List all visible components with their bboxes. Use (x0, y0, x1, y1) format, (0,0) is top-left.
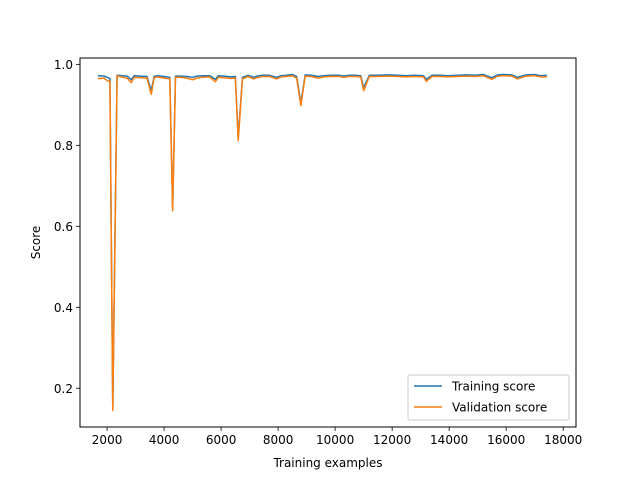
plot-lines (97, 73, 547, 412)
x-tick-label: 10000 (316, 433, 354, 447)
y-tick-label: 0.4 (54, 301, 73, 315)
legend: Training score Validation score (407, 374, 570, 421)
x-tick-label: 14000 (430, 433, 468, 447)
x-tick-label: 18000 (544, 433, 582, 447)
x-tick-label: 4000 (149, 433, 180, 447)
legend-label-training: Training score (451, 380, 535, 394)
y-tick-label: 0.6 (54, 220, 73, 234)
x-axis-label: Training examples (272, 456, 382, 470)
series-line-training (97, 73, 547, 410)
legend-label-validation: Validation score (452, 401, 547, 415)
y-tick-label: 0.2 (54, 382, 73, 396)
x-axis: 2000 4000 6000 8000 10000 12000 14000 16000 1800… (92, 427, 582, 447)
y-tick-label: 0.8 (54, 139, 73, 153)
x-tick-label: 16000 (487, 433, 525, 447)
y-tick-label: 1.0 (54, 58, 73, 72)
x-tick-label: 2000 (92, 433, 123, 447)
plot-frame (79, 57, 577, 428)
x-tick-label: 8000 (263, 433, 294, 447)
x-tick-label: 12000 (373, 433, 411, 447)
series-line-validation (97, 74, 547, 412)
legend-box (407, 374, 570, 421)
y-axis: 0.2 0.4 0.6 0.8 1.0 (54, 58, 80, 396)
y-axis-label: Score (29, 226, 43, 260)
x-tick-label: 6000 (206, 433, 237, 447)
